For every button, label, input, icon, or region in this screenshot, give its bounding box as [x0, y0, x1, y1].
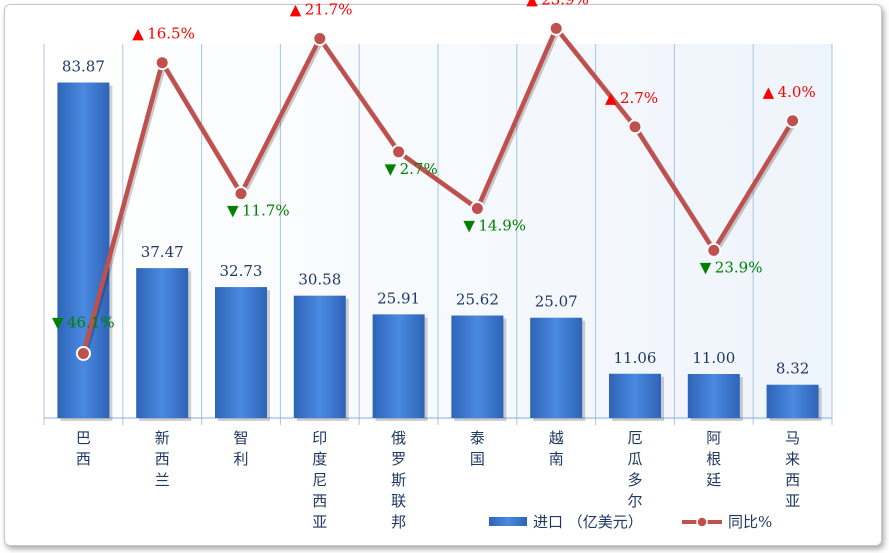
line-point — [154, 55, 170, 71]
bar-value-label: 25.07 — [535, 293, 578, 311]
category-label-char: 尔 — [627, 492, 642, 510]
bar — [530, 317, 583, 418]
category-label-char: 兰 — [155, 471, 170, 489]
legend: 进口 （亿美元） 同比% — [489, 513, 772, 531]
bar — [766, 384, 819, 418]
up-triangle-icon: ▲ — [290, 1, 302, 19]
category-label-char: 亚 — [312, 513, 327, 531]
down-triangle-icon: ▼ — [463, 217, 475, 235]
yoy-line — [81, 26, 795, 354]
up-triangle-icon: ▲ — [605, 89, 617, 107]
bar — [372, 314, 425, 418]
bar-value-label: 37.47 — [141, 243, 184, 261]
bar — [609, 373, 661, 418]
category-label-char: 罗 — [391, 450, 406, 468]
yoy-pct-label: 2.7% — [400, 160, 438, 178]
category-label-char: 印 — [312, 429, 327, 447]
category-label-char: 亚 — [785, 492, 800, 510]
category-label-char: 泰 — [470, 429, 485, 447]
legend-line-label: 同比% — [728, 513, 772, 531]
category-label-char: 俄 — [391, 429, 406, 447]
category-label-char: 多 — [627, 471, 642, 489]
bar — [451, 315, 504, 418]
category-label-char: 尼 — [312, 471, 327, 489]
category-label-char: 马 — [785, 429, 800, 447]
yoy-pct-label: 16.5% — [147, 25, 195, 43]
category-label-char: 西 — [312, 492, 327, 510]
line-point — [785, 113, 801, 129]
category-label-char: 西 — [785, 471, 800, 489]
yoy-pct-label: 4.0% — [778, 83, 816, 101]
line-point — [627, 119, 643, 135]
category-label-char: 斯 — [391, 471, 406, 489]
yoy-pct-label: 2.7% — [620, 89, 658, 107]
up-triangle-icon: ▲ — [132, 25, 144, 43]
category-label-char: 联 — [391, 492, 406, 510]
category-label-char: 国 — [470, 450, 485, 468]
category-label-char: 来 — [785, 450, 800, 468]
line-point — [75, 345, 91, 361]
bar-value-label: 83.87 — [62, 58, 105, 76]
bar — [57, 82, 110, 419]
category-label-char: 根 — [706, 450, 721, 468]
yoy-pct-label: 11.7% — [242, 202, 290, 220]
yoy-pct-label: 23.9% — [715, 258, 763, 276]
category-label-char: 度 — [312, 450, 327, 468]
up-triangle-icon: ▲ — [526, 0, 538, 8]
down-triangle-icon: ▼ — [52, 313, 64, 331]
category-label-char: 智 — [233, 429, 248, 447]
category-label-char: 廷 — [706, 471, 721, 489]
bar-value-label: 25.91 — [377, 289, 420, 307]
yoy-pct-label: 23.9% — [541, 0, 589, 8]
category-label-char: 瓜 — [627, 450, 642, 468]
category-label-char: 新 — [155, 429, 170, 447]
down-triangle-icon: ▼ — [227, 202, 239, 220]
bar — [136, 268, 189, 418]
bar-value-label: 8.32 — [776, 360, 809, 378]
yoy-pct-label: 14.9% — [478, 217, 526, 235]
line-point — [706, 242, 722, 258]
up-triangle-icon: ▲ — [763, 83, 775, 101]
down-triangle-icon: ▼ — [385, 160, 397, 178]
line-point — [469, 201, 485, 217]
bar — [293, 295, 346, 418]
category-label-char: 巴 — [76, 429, 91, 447]
line-point — [548, 20, 564, 36]
down-triangle-icon: ▼ — [700, 258, 712, 276]
category-label-char: 邦 — [391, 513, 406, 531]
legend-line-marker — [696, 516, 708, 528]
bar-value-label: 30.58 — [298, 271, 341, 289]
legend-bar-swatch — [489, 517, 527, 526]
bar-value-label: 32.73 — [220, 262, 263, 280]
bar-value-label: 11.06 — [614, 349, 657, 367]
category-label-char: 越 — [549, 429, 564, 447]
legend-bar-label: 进口 （亿美元） — [533, 513, 643, 531]
bar-value-label: 25.62 — [456, 291, 499, 309]
line-point — [233, 186, 249, 202]
line-point — [391, 144, 407, 160]
category-label-char: 阿 — [706, 429, 721, 447]
category-label-char: 南 — [549, 450, 564, 468]
category-label-char: 厄 — [627, 429, 642, 447]
bar — [215, 287, 267, 418]
line-point — [312, 31, 328, 47]
bar — [687, 374, 740, 418]
category-label-char: 利 — [233, 450, 248, 468]
bar-value-label: 11.00 — [692, 349, 735, 367]
yoy-pct-label: 21.7% — [305, 1, 353, 19]
category-label-char: 西 — [76, 450, 91, 468]
yoy-pct-label: 46.1% — [67, 313, 115, 331]
category-label-char: 西 — [155, 450, 170, 468]
